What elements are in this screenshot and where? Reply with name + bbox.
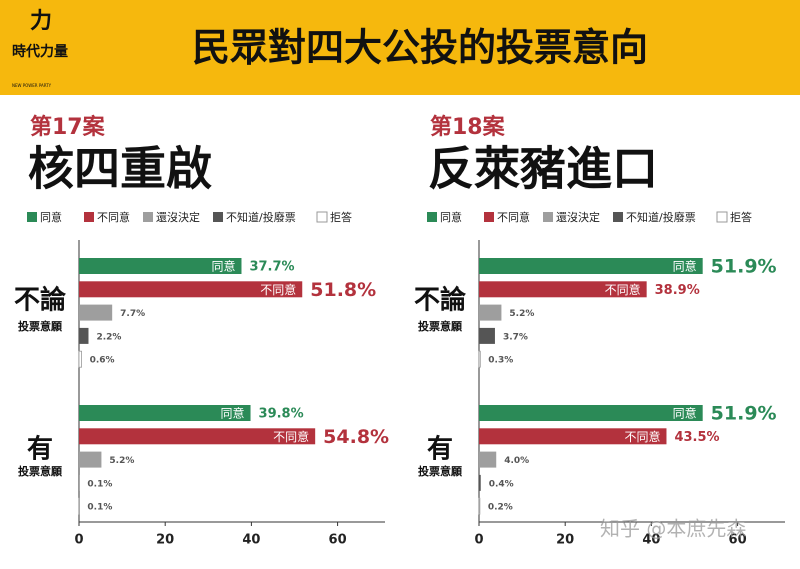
bar-inner-label: 同意 — [221, 406, 245, 421]
value-label: 39.8% — [259, 407, 304, 422]
category-subtitle: 投票意願 — [18, 464, 63, 478]
legend-swatch — [484, 212, 494, 222]
legend-swatch — [427, 212, 437, 222]
bar — [479, 328, 495, 344]
legend-label: 拒答 — [330, 210, 352, 224]
bar — [479, 452, 496, 468]
category-subtitle: 投票意願 — [18, 319, 63, 333]
bar — [79, 305, 112, 321]
x-tick-label: 40 — [242, 533, 260, 548]
logo-mark: 力 — [30, 9, 52, 34]
value-label: 0.3% — [488, 356, 513, 366]
chart-title: 核四重啟 — [28, 142, 212, 196]
category-label: 不論 — [414, 285, 467, 316]
legend-label: 拒答 — [730, 210, 752, 224]
value-label: 2.2% — [96, 332, 121, 342]
bar-inner-label: 不同意 — [273, 429, 309, 444]
case-label: 第18案 — [430, 114, 506, 140]
watermark: 知乎 @本庶先森 — [600, 517, 746, 541]
legend-swatch — [717, 212, 727, 222]
value-label: 3.7% — [503, 332, 528, 342]
value-label: 0.6% — [90, 356, 115, 366]
bar-inner-label: 不同意 — [605, 282, 641, 297]
x-tick-label: 0 — [74, 533, 83, 548]
value-label: 0.1% — [87, 503, 112, 513]
value-label: 51.8% — [310, 279, 376, 301]
legend-label: 不同意 — [97, 210, 130, 224]
legend-label: 還沒決定 — [556, 210, 600, 224]
x-tick-label: 60 — [329, 533, 347, 548]
value-label: 37.7% — [249, 260, 294, 275]
value-label: 43.5% — [674, 430, 719, 445]
bar-inner-label: 同意 — [673, 259, 697, 274]
value-label: 54.8% — [323, 426, 389, 448]
value-label: 51.9% — [711, 403, 777, 425]
value-label: 0.1% — [87, 479, 112, 489]
bar — [479, 475, 481, 491]
logo-subtitle: NEW POWER PARTY — [12, 83, 52, 88]
x-tick-label: 20 — [156, 533, 174, 548]
x-tick-label: 20 — [556, 533, 574, 548]
legend-label: 同意 — [440, 210, 462, 224]
bar-inner-label: 同意 — [211, 259, 235, 274]
bar — [79, 452, 101, 468]
bar — [479, 305, 501, 321]
value-label: 5.2% — [109, 456, 134, 466]
bar-inner-label: 不同意 — [260, 282, 296, 297]
chart-title: 反萊豬進口 — [428, 142, 658, 196]
legend-swatch — [613, 212, 623, 222]
category-label: 有 — [27, 435, 53, 465]
value-label: 7.7% — [120, 309, 145, 319]
bar — [479, 498, 480, 514]
value-label: 0.4% — [489, 479, 514, 489]
category-label: 有 — [427, 435, 453, 465]
bar — [79, 328, 88, 344]
legend-swatch — [143, 212, 153, 222]
value-label: 0.2% — [488, 503, 513, 513]
bar — [479, 351, 480, 367]
case-label: 第17案 — [30, 114, 106, 140]
page-title: 民眾對四大公投的投票意向 — [192, 26, 648, 70]
bar — [479, 258, 703, 274]
category-subtitle: 投票意願 — [418, 464, 463, 478]
legend-label: 不同意 — [497, 210, 530, 224]
legend-swatch — [213, 212, 223, 222]
legend-swatch — [27, 212, 37, 222]
bar — [79, 351, 82, 367]
legend-label: 不知道/投廢票 — [626, 210, 696, 224]
bar-inner-label: 不同意 — [624, 429, 660, 444]
legend-label: 同意 — [40, 210, 62, 224]
value-label: 4.0% — [504, 456, 529, 466]
bar-inner-label: 同意 — [673, 406, 697, 421]
value-label: 38.9% — [655, 283, 700, 298]
value-label: 51.9% — [711, 256, 777, 278]
logo-text: 時代力量 — [12, 43, 68, 60]
bar — [479, 405, 703, 421]
legend-label: 還沒決定 — [156, 210, 200, 224]
x-tick-label: 0 — [474, 533, 483, 548]
value-label: 5.2% — [509, 309, 534, 319]
legend-swatch — [317, 212, 327, 222]
legend-swatch — [84, 212, 94, 222]
legend-swatch — [543, 212, 553, 222]
legend-label: 不知道/投廢票 — [226, 210, 296, 224]
category-label: 不論 — [14, 285, 67, 316]
category-subtitle: 投票意願 — [418, 319, 463, 333]
